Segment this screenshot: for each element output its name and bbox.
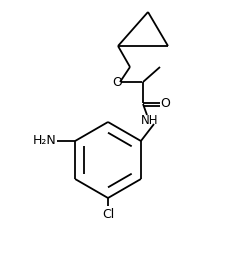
Text: Cl: Cl (102, 208, 114, 221)
Text: NH: NH (141, 114, 159, 127)
Text: O: O (160, 96, 170, 109)
Text: H₂N: H₂N (32, 134, 56, 147)
Text: O: O (112, 75, 122, 88)
